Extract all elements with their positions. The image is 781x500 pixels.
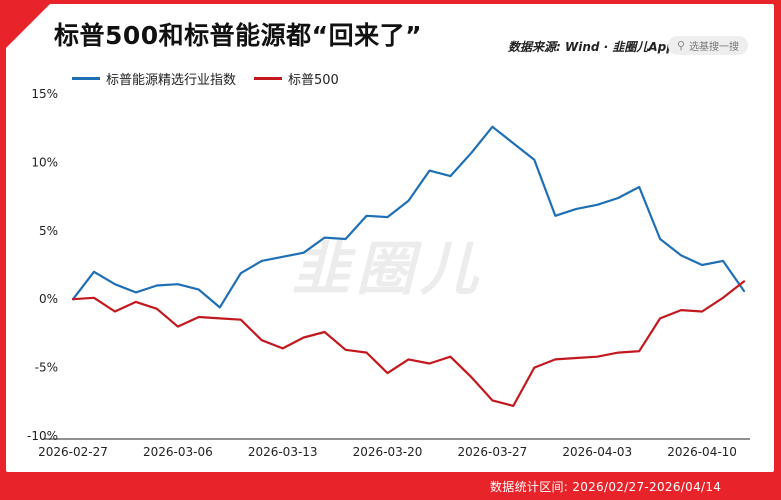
y-tick-label: 5%: [39, 224, 58, 238]
x-tick-label: 2026-02-27: [38, 445, 108, 459]
watermark-logo: 韭圈儿: [292, 235, 485, 303]
x-tick-label: 2026-04-03: [562, 445, 632, 459]
y-tick-label: 0%: [39, 292, 58, 306]
x-tick-label: 2026-04-10: [667, 445, 737, 459]
chart-panel: [6, 4, 774, 472]
data-source-label: 数据来源: Wind · 韭圈儿App: [508, 40, 675, 54]
title-corner-mark: [6, 4, 50, 48]
legend-swatch-energy: [72, 77, 100, 80]
x-tick-label: 2026-03-13: [248, 445, 318, 459]
legend-label-sp500: 标普500: [288, 73, 339, 88]
search-placeholder: 选基搜一搜: [689, 42, 740, 53]
x-tick-label: 2026-03-20: [353, 445, 423, 459]
search-icon: ⚲: [677, 39, 686, 52]
legend: 标普能源精选行业指数 标普500: [72, 69, 357, 88]
series-line-energy: [71, 125, 746, 309]
legend-swatch-sp500: [254, 77, 283, 80]
y-tick-label: 10%: [31, 155, 58, 169]
chart-title: 标普500和标普能源都“回来了”: [54, 21, 423, 50]
fund-search-input[interactable]: ⚲ 选基搜一搜: [668, 36, 748, 55]
y-tick-label: -5%: [35, 361, 58, 375]
x-tick-label: 2026-03-06: [143, 445, 213, 459]
legend-item-sp500: 标普500: [254, 69, 339, 88]
series-line-sp500: [71, 280, 746, 407]
y-tick-label: -10%: [27, 429, 58, 443]
date-range-label: 数据统计区间: 2026/02/27-2026/04/14: [490, 480, 722, 494]
x-tick-label: 2026-03-27: [458, 445, 528, 459]
legend-item-energy: 标普能源精选行业指数: [72, 69, 236, 88]
y-tick-label: 15%: [31, 87, 58, 101]
legend-label-energy: 标普能源精选行业指数: [106, 73, 237, 88]
